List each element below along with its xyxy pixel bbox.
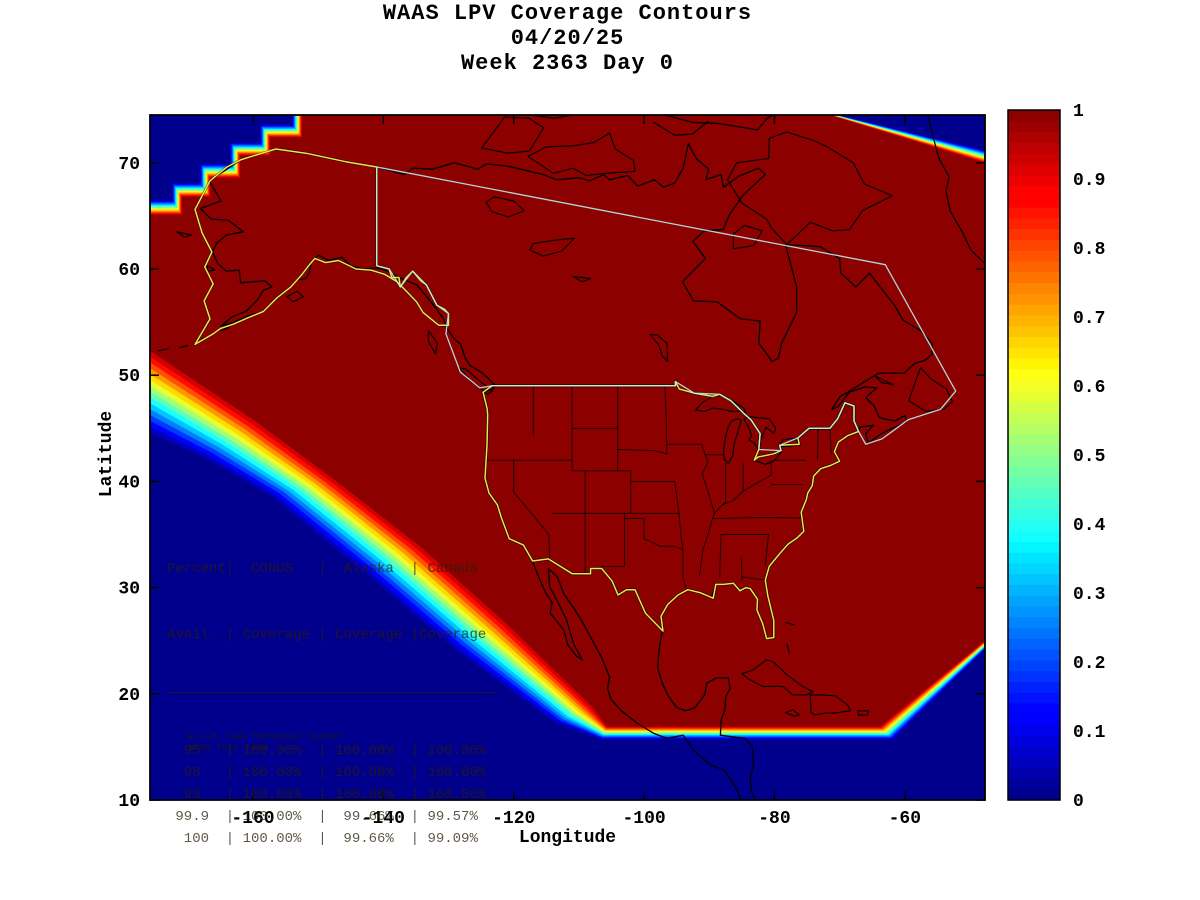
figure-title: WAAS LPV Coverage Contours 04/20/25 Week… (150, 1, 985, 76)
y-tick-label: 10 (118, 792, 140, 812)
service-boundary-layer (193, 147, 957, 640)
coverage-table-row: 99 | 100.00% | 100.00% | 100.00% (167, 787, 495, 803)
colorbar-tick-label: 0.9 (1073, 171, 1105, 191)
y-tick-label: 40 (118, 473, 140, 493)
y-axis-label: Latitude (97, 410, 117, 498)
coverage-stats-table: Percent| CONUS | Alaska | Canada Avail. … (167, 514, 495, 894)
colorbar-tick-label: 0 (1073, 792, 1084, 812)
credit-line2: WAAS Test Team (188, 742, 268, 753)
colorbar-tick-label: 0.6 (1073, 378, 1105, 398)
colorbar-tick-label: 0.4 (1073, 516, 1106, 536)
coverage-table-separator (167, 692, 494, 693)
colorbar-tick-label: 0.1 (1073, 723, 1106, 743)
map-layers (150, 115, 985, 800)
colorbar-tick-label: 0.7 (1073, 309, 1105, 329)
x-axis-label: Longitude (518, 828, 617, 848)
colorbar-tick-label: 0.3 (1073, 585, 1105, 605)
coverage-table-row: 98 | 100.00% | 100.00% | 100.00% (167, 765, 495, 781)
colorbar-tick-label: 0.8 (1073, 240, 1105, 260)
coverage-table-header-row1: Percent| CONUS | Alaska | Canada (167, 561, 495, 577)
credit-line1: W.J.H. FAA Technical Center (188, 731, 342, 742)
figure-title-line3: Week 2363 Day 0 (460, 51, 675, 76)
colorbar: 0 0.1 0.2 0.3 0.4 0.5 0.6 0.7 0.8 0.9 1 (1007, 102, 1106, 812)
y-tick-label: 20 (118, 686, 140, 706)
x-tick-label: -80 (758, 809, 790, 829)
figure-title-line2: 04/20/25 (510, 26, 625, 51)
colorbar-tick-label: 1 (1073, 102, 1084, 122)
x-tick-label: -60 (889, 809, 921, 829)
credit-annotation: W.J.H. FAA Technical Center WAAS Test Te… (188, 731, 342, 753)
coverage-table-header-row2: Avail. | Coverage | Coverage |Coverage (167, 627, 495, 643)
colorbar-tick-label: 0.2 (1073, 654, 1105, 674)
axis-ticks: -160 -140 -120 -100 -80 -60 70 60 50 40 30 20 10 (118, 115, 985, 829)
x-tick-label: -160 (231, 809, 274, 829)
colorbar-frame (1007, 109, 1061, 801)
coverage-table-row: 99.9 | 100.00% | 99.66% | 99.57% (167, 809, 495, 825)
y-tick-label: 60 (118, 261, 140, 281)
y-tick-label: 70 (118, 155, 140, 175)
coverage-table-rows: 95 | 100.00% | 100.00% | 100.00% 98 | 10… (167, 740, 495, 850)
x-tick-label: -100 (622, 809, 665, 829)
x-tick-label: -140 (362, 809, 405, 829)
x-tick-label: -120 (492, 809, 535, 829)
coverage-table-row: 100 | 100.00% | 99.66% | 99.09% (167, 831, 495, 847)
colorbar-tick-label: 0.5 (1073, 447, 1105, 467)
axis-box (149, 114, 986, 801)
y-tick-label: 30 (118, 580, 140, 600)
coverage-table-row: 95 | 100.00% | 100.00% | 100.00% (167, 743, 495, 759)
figure-title-line1: WAAS LPV Coverage Contours (382, 1, 753, 26)
y-tick-label: 50 (118, 367, 140, 387)
